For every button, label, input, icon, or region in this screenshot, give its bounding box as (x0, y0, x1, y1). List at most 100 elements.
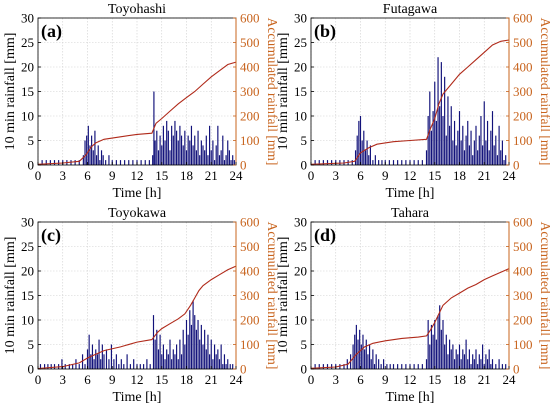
x-tick-label: 0 (308, 168, 315, 183)
rainfall-bar (143, 364, 145, 369)
accumulated-rainfall-line (310, 268, 510, 369)
rainfall-bar (53, 160, 56, 165)
rainfall-bar (354, 150, 357, 165)
rainfall-bar (383, 359, 385, 369)
rainfall-bar (421, 160, 423, 165)
rainfall-bar (157, 150, 160, 165)
y-tick-label: 25 (294, 35, 307, 50)
rainfall-bar (50, 364, 52, 369)
rainfall-bar (159, 334, 161, 369)
rainfall-bar (87, 125, 89, 165)
rainfall-bar (472, 155, 474, 165)
rainfall-bar (210, 339, 212, 369)
rainfall-bar (326, 364, 329, 369)
right-tick-label: 100 (513, 133, 533, 148)
rainfall-bar (475, 349, 477, 369)
rainfall-bar (222, 364, 224, 369)
rainfall-bar (207, 155, 209, 165)
rainfall-bar (326, 160, 329, 165)
rainfall-bar (486, 120, 489, 165)
rainfall-bar (439, 106, 441, 165)
rainfall-bar (105, 160, 107, 165)
rainfall-bar (413, 160, 415, 165)
right-tick-label: 100 (240, 133, 260, 148)
rainfall-bar (485, 140, 487, 165)
rainfall-bar (185, 320, 188, 369)
rainfall-bar (455, 349, 457, 369)
x-tick-label: 21 (478, 168, 491, 183)
panel-label: (c) (41, 225, 61, 246)
y-axis-label: 10 min rainfall [mm] (276, 33, 291, 151)
rainfall-bar (501, 140, 503, 165)
y-tick-label: 0 (28, 158, 35, 173)
x-tick-label: 3 (333, 372, 340, 387)
x-axis-label: Time [h] (386, 186, 435, 201)
rainfall-bar (86, 135, 88, 165)
rainfall-bar (432, 334, 434, 369)
rainfall-bar (152, 315, 155, 369)
y-axis-label: 10 min rainfall [mm] (3, 237, 18, 355)
rainfall-bar (171, 359, 173, 369)
rainfall-bar (397, 160, 399, 165)
rainfall-bar (440, 329, 442, 369)
rainfall-bar (179, 125, 181, 165)
rainfall-bar (212, 359, 214, 369)
chart-panel-0: 0 3 6 9 12 15 18 21 2405101520253001002003004005… (3, 2, 280, 201)
x-tick-label: 21 (478, 372, 491, 387)
rainfall-bar (194, 135, 196, 165)
y-tick-label: 15 (21, 84, 34, 99)
rainfall-bar (437, 57, 439, 166)
rainfall-bar (331, 160, 333, 165)
rainfall-bar (200, 324, 202, 369)
rainfall-bar (470, 364, 472, 369)
rainfall-bar (162, 344, 164, 369)
right-axis-label: Accumulated rainfall [mm] (538, 18, 550, 166)
x-tick-label: 9 (109, 372, 116, 387)
x-tick-label: 15 (428, 372, 441, 387)
x-axis-label: Time [h] (113, 186, 162, 201)
right-tick-label: 0 (240, 362, 247, 377)
rainfall-bar (425, 150, 428, 165)
rainfall-bar (380, 364, 382, 369)
rainfall-bar (139, 364, 141, 369)
rainfall-bar (154, 339, 156, 369)
rainfall-bar (140, 160, 142, 165)
x-tick-label: 18 (180, 372, 193, 387)
rainfall-bar (421, 364, 423, 369)
rainfall-bar (39, 364, 42, 369)
rainfall-bar (159, 135, 161, 165)
rainfall-bar (343, 364, 345, 369)
rainfall-bar (496, 155, 499, 165)
rainfall-bar (88, 334, 90, 369)
right-tick-label: 0 (513, 158, 520, 173)
rainfall-bar (182, 145, 184, 165)
rainfall-bar (144, 160, 146, 165)
rainfall-bar (397, 364, 399, 369)
rainfall-bar (161, 354, 163, 369)
accumulated-rainfall-line (37, 265, 237, 370)
rainfall-bar (367, 354, 369, 369)
right-axis-label: Accumulated rainfall [mm] (265, 18, 280, 166)
rainfall-bar (430, 130, 433, 165)
rainfall-bar (505, 155, 507, 165)
rainfall-bar (213, 160, 216, 165)
rainfall-bar (209, 354, 211, 369)
rainfall-bar (381, 160, 383, 165)
rainfall-bar (205, 135, 207, 165)
x-tick-label: 18 (453, 168, 466, 183)
right-tick-label: 100 (513, 337, 533, 352)
chart-panel-2: 0 3 6 9 12 15 18 21 2405101520253001002003004005… (3, 206, 280, 405)
rainfall-bar (92, 150, 94, 165)
right-tick-label: 300 (240, 288, 260, 303)
rainfall-bar (200, 140, 202, 165)
rainfall-bar (442, 116, 444, 165)
right-tick-label: 300 (513, 288, 533, 303)
rainfall-bar (444, 344, 446, 369)
rainfall-bar (209, 125, 211, 165)
y-tick-label: 15 (21, 288, 34, 303)
rainfall-bar (462, 125, 464, 165)
rainfall-bar (473, 140, 475, 165)
panel-title: Toyohashi (108, 2, 166, 17)
rainfall-bar (199, 339, 201, 369)
rainfall-bar (124, 160, 126, 165)
